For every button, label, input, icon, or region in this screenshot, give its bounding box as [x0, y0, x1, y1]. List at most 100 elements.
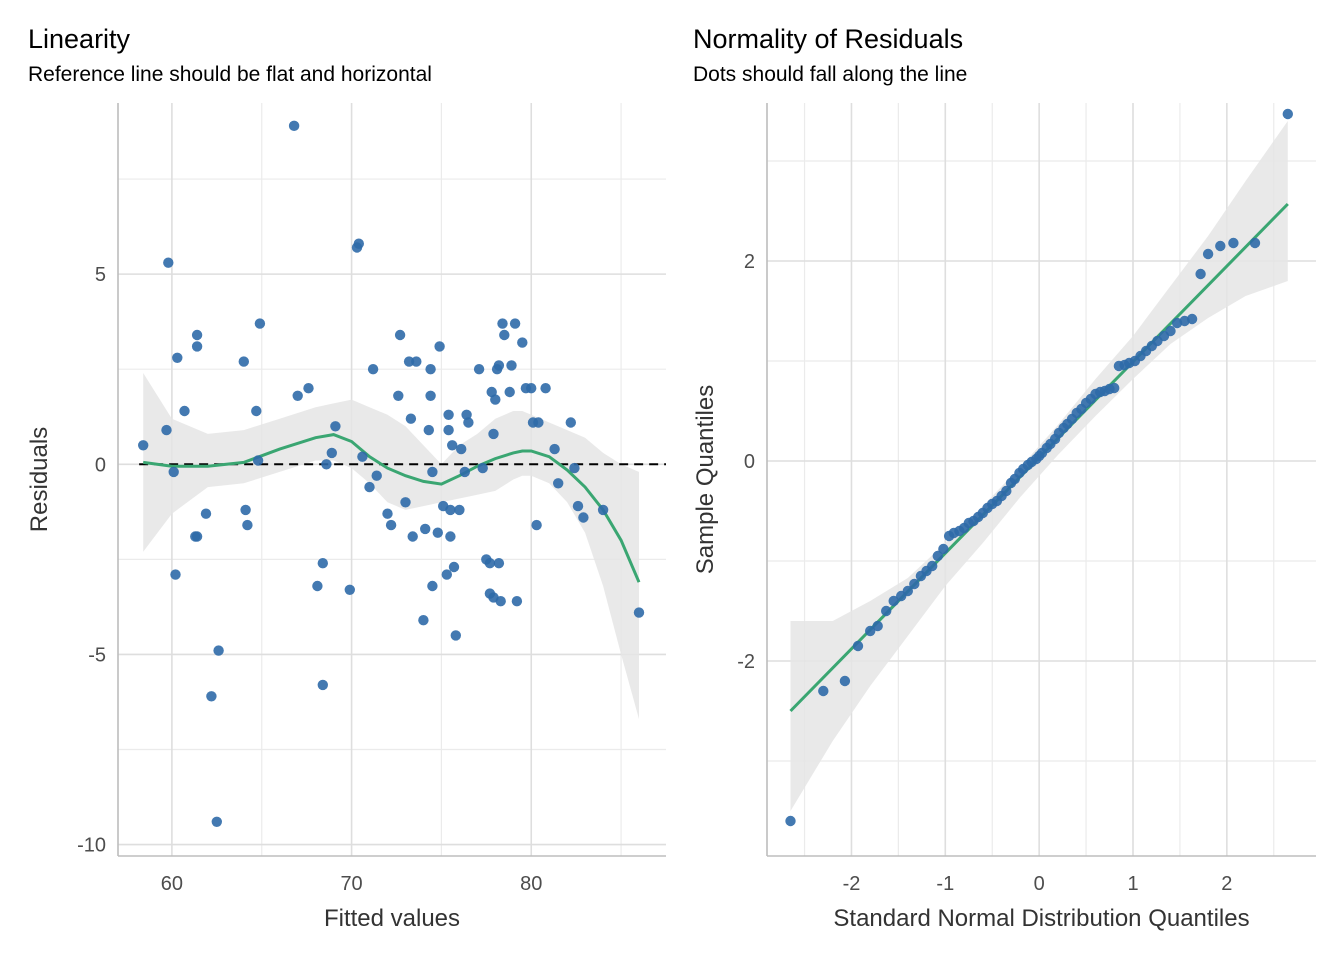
- linearity-point: [403, 356, 415, 367]
- normality-point: [1202, 248, 1214, 260]
- linearity-point: [511, 596, 523, 607]
- normality-point: [938, 543, 949, 555]
- linearity-point: [506, 360, 517, 371]
- linearity-point: [138, 440, 149, 451]
- linearity-point: [326, 447, 337, 459]
- normality-x-tick-label: -2: [843, 873, 861, 895]
- linearity-point: [191, 341, 203, 352]
- linearity-point: [382, 508, 393, 519]
- linearity-point: [526, 383, 537, 394]
- normality-point: [1215, 240, 1226, 252]
- linearity-point: [445, 504, 456, 516]
- linearity-point: [473, 364, 485, 375]
- linearity-point: [456, 443, 467, 455]
- linearity-point: [509, 318, 521, 329]
- normality-point: [909, 578, 920, 590]
- linearity-point: [445, 531, 456, 542]
- linearity-point: [168, 466, 179, 478]
- linearity-point: [394, 329, 406, 341]
- linearity-point: [427, 466, 438, 478]
- linearity-point: [448, 561, 460, 573]
- normality-confidence-band: [790, 121, 1288, 811]
- linearity-point: [213, 645, 224, 656]
- linearity-point: [578, 512, 589, 523]
- linearity-point: [517, 337, 528, 348]
- linearity-point: [330, 421, 341, 432]
- normality-point: [865, 625, 876, 637]
- normality-point: [818, 685, 829, 697]
- linearity-point: [565, 417, 576, 428]
- normality-point: [1165, 325, 1176, 337]
- normality-point: [852, 640, 864, 652]
- normality-point: [932, 550, 943, 562]
- linearity-point: [163, 257, 174, 268]
- normality-point: [902, 585, 913, 597]
- linearity-point: [418, 615, 429, 626]
- linearity-point: [454, 504, 465, 516]
- linearity-point: [533, 417, 544, 428]
- linearity-point: [490, 394, 501, 405]
- linearity-point: [353, 238, 364, 249]
- linearity-point: [497, 318, 508, 329]
- linearity-point: [367, 364, 379, 375]
- linearity-plot: 60 70 80 -10 -5 0 5 Fitted values Residuals: [26, 103, 666, 932]
- linearity-point: [572, 500, 584, 512]
- linearity-point: [407, 531, 418, 542]
- normality-point: [1109, 382, 1120, 394]
- linearity-point: [569, 462, 580, 474]
- linearity-point: [312, 580, 323, 592]
- linearity-point: [441, 569, 452, 580]
- linearity-y-tick-label: -5: [88, 644, 106, 666]
- linearity-x-tick-label: 80: [520, 873, 542, 895]
- linearity-point: [393, 390, 404, 401]
- linearity-point: [211, 816, 222, 827]
- normality-y-tick-label: 0: [744, 451, 755, 473]
- normality-point: [1249, 237, 1261, 249]
- linearity-title: Linearity: [28, 24, 131, 54]
- linearity-point: [459, 466, 470, 478]
- linearity-point: [405, 413, 417, 424]
- normality-point: [1282, 108, 1294, 120]
- normality-point: [881, 605, 892, 617]
- linearity-x-tick-label: 70: [340, 873, 362, 895]
- linearity-point: [540, 383, 551, 394]
- linearity-confidence-band: [143, 373, 639, 720]
- linearity-point: [371, 470, 382, 481]
- linearity-point: [423, 424, 434, 436]
- linearity-point: [488, 428, 499, 440]
- linearity-point: [597, 504, 609, 516]
- normality-x-tick-label: 0: [1034, 873, 1045, 895]
- linearity-point: [504, 386, 515, 398]
- linearity-y-tick-label: 0: [95, 454, 106, 476]
- linearity-point: [484, 558, 496, 569]
- linearity-point: [477, 462, 488, 474]
- normality-point: [927, 560, 938, 572]
- linearity-y-tick-label: -10: [77, 835, 106, 857]
- linearity-point: [432, 527, 443, 538]
- linearity-y-tick-label: 5: [95, 264, 106, 286]
- linearity-point: [240, 504, 251, 516]
- linearity-point: [321, 459, 332, 470]
- linearity-point: [427, 580, 438, 592]
- linearity-subtitle: Reference line should be flat and horizo…: [28, 63, 432, 86]
- linearity-point: [206, 691, 217, 702]
- linearity-point: [288, 120, 300, 131]
- normality-y-tick-label: -2: [737, 651, 755, 673]
- linearity-point: [200, 508, 212, 519]
- normality-y-axis-title: Sample Quantiles: [692, 385, 719, 574]
- linearity-point: [344, 584, 355, 595]
- linearity-point: [447, 440, 458, 451]
- linearity-point: [172, 352, 183, 363]
- linearity-y-axis-title: Residuals: [26, 427, 53, 532]
- linearity-point: [179, 405, 190, 417]
- linearity-point: [531, 519, 542, 531]
- normality-subtitle: Dots should fall along the line: [693, 63, 968, 86]
- linearity-point: [191, 329, 203, 341]
- linearity-point: [251, 405, 262, 417]
- normality-x-axis-title: Standard Normal Distribution Quantiles: [833, 905, 1249, 932]
- linearity-point: [443, 424, 454, 436]
- linearity-point: [161, 424, 172, 436]
- linearity-point: [238, 356, 249, 367]
